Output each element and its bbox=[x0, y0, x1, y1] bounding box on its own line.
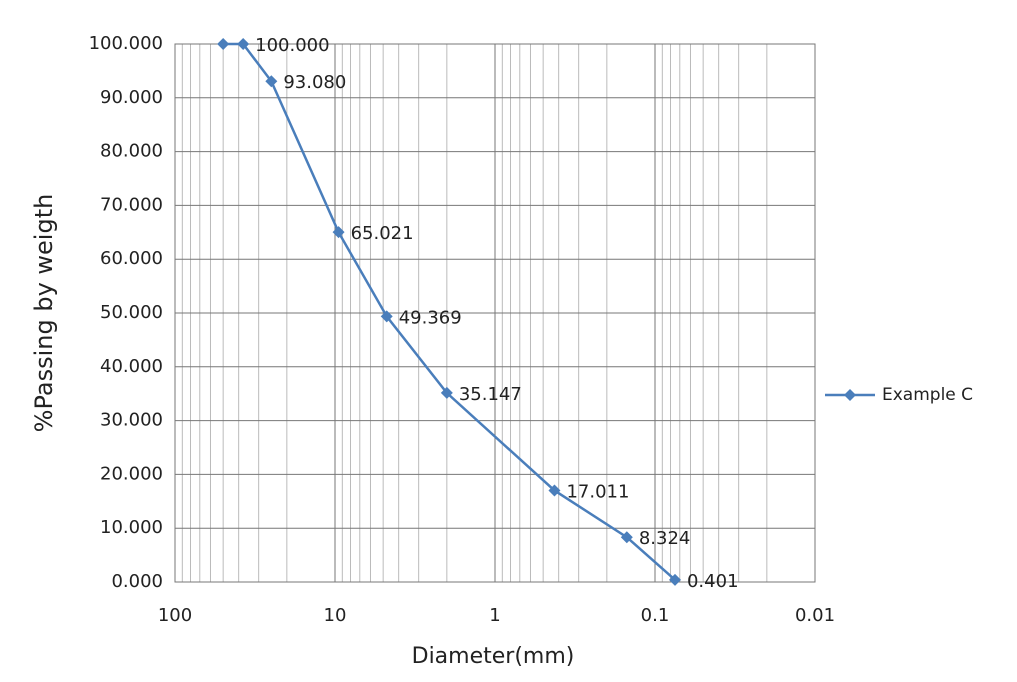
data-label: 8.324 bbox=[639, 528, 691, 549]
data-label: 100.000 bbox=[255, 35, 329, 56]
data-label: 65.021 bbox=[351, 223, 414, 244]
x-tick-label: 0.01 bbox=[795, 605, 835, 626]
data-label: 93.080 bbox=[283, 72, 346, 93]
data-point bbox=[620, 531, 633, 544]
y-tick-label: 80.000 bbox=[100, 141, 163, 162]
y-tick-label: 60.000 bbox=[100, 248, 163, 269]
data-point bbox=[668, 573, 681, 586]
y-tick-label: 90.000 bbox=[100, 87, 163, 108]
x-tick-label: 0.1 bbox=[641, 605, 670, 626]
data-point bbox=[217, 38, 230, 50]
y-tick-label: 0.000 bbox=[111, 571, 163, 592]
y-axis-title: %Passing by weigth bbox=[30, 194, 58, 433]
x-tick-label: 1 bbox=[489, 605, 500, 626]
data-point bbox=[265, 75, 278, 88]
y-tick-label: 50.000 bbox=[100, 302, 163, 323]
y-tick-label: 30.000 bbox=[100, 410, 163, 431]
plot-border bbox=[174, 43, 816, 583]
data-label: 17.011 bbox=[566, 481, 629, 502]
legend-marker bbox=[844, 389, 856, 401]
data-point bbox=[332, 226, 345, 239]
data-point bbox=[237, 38, 250, 50]
data-label: 49.369 bbox=[399, 307, 462, 328]
y-tick-label: 10.000 bbox=[100, 517, 163, 538]
data-point bbox=[380, 310, 393, 323]
x-tick-label: 100 bbox=[158, 605, 192, 626]
data-point bbox=[548, 484, 561, 497]
legend-label: Example C bbox=[882, 385, 973, 405]
data-label: 35.147 bbox=[459, 384, 522, 405]
data-label: 0.401 bbox=[687, 571, 739, 592]
y-tick-label: 70.000 bbox=[100, 194, 163, 215]
x-tick-label: 10 bbox=[324, 605, 347, 626]
y-tick-label: 20.000 bbox=[100, 463, 163, 484]
data-point bbox=[440, 386, 453, 399]
y-tick-label: 100.000 bbox=[89, 33, 163, 54]
y-tick-label: 40.000 bbox=[100, 356, 163, 377]
x-axis-title: Diameter(mm) bbox=[412, 644, 575, 669]
